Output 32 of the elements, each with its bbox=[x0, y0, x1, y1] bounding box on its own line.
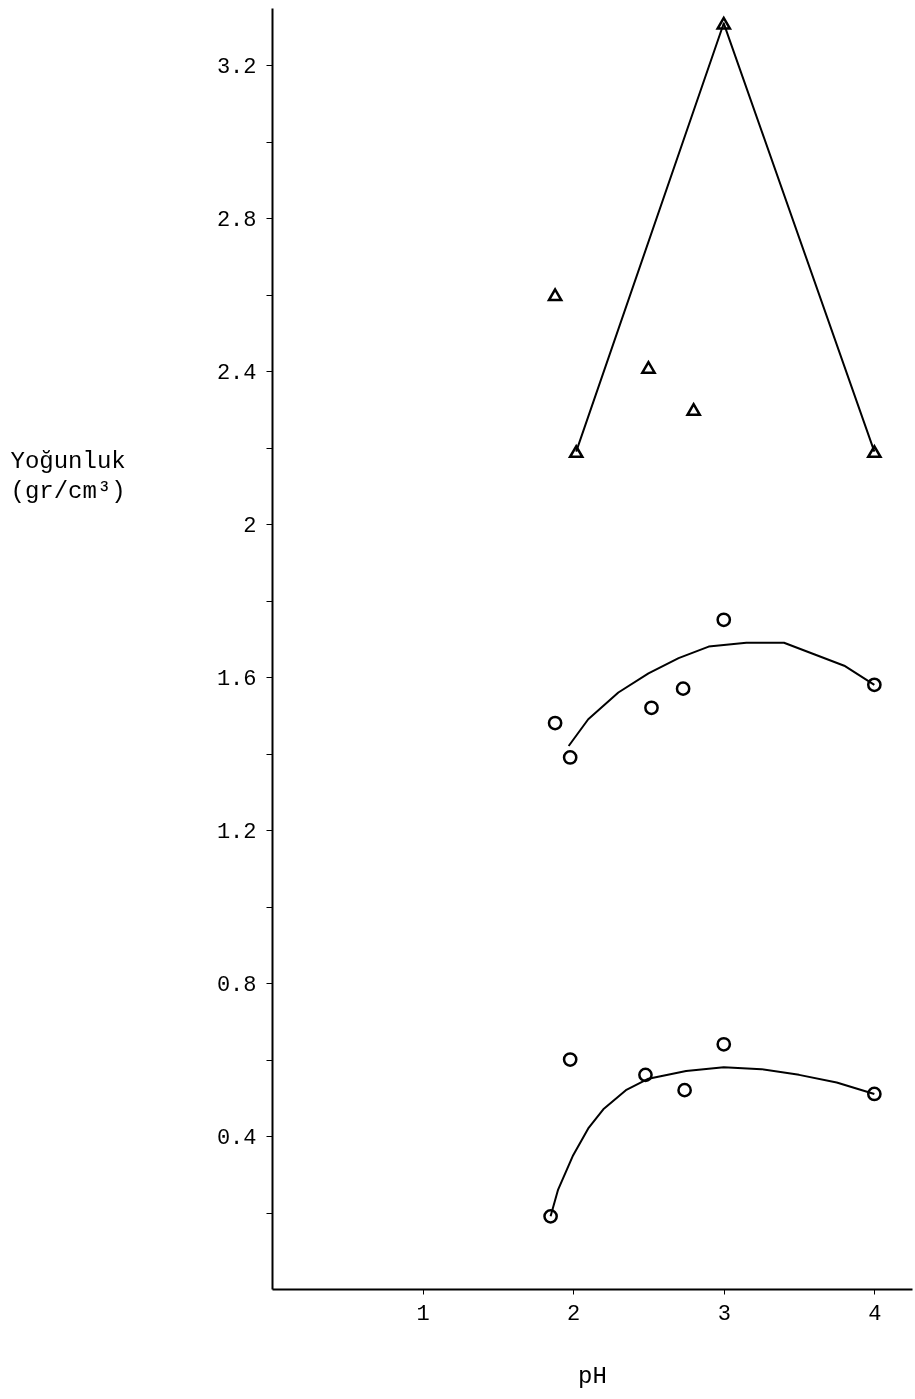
x-tick-label: 2 bbox=[567, 1301, 581, 1327]
x-tick-label: 4 bbox=[868, 1301, 882, 1327]
point bbox=[562, 1052, 578, 1067]
point bbox=[677, 1082, 692, 1098]
point bbox=[866, 445, 882, 459]
point bbox=[547, 288, 563, 302]
point bbox=[638, 1067, 653, 1083]
x-tick-label: 3 bbox=[717, 1301, 731, 1327]
y-tick-label: 0.8 bbox=[216, 972, 257, 998]
point bbox=[866, 677, 882, 693]
point bbox=[716, 16, 732, 30]
x-tick-label: 1 bbox=[416, 1301, 430, 1327]
y-tick-label: 1.6 bbox=[216, 666, 257, 692]
point bbox=[716, 1036, 732, 1052]
point bbox=[644, 700, 659, 716]
point bbox=[675, 681, 691, 697]
y-tick-label: 2.4 bbox=[216, 360, 257, 386]
point bbox=[547, 715, 563, 731]
point bbox=[641, 360, 656, 374]
point bbox=[686, 402, 702, 417]
y-tick-label: 2 bbox=[243, 513, 257, 539]
y-tick-label: 2.8 bbox=[216, 207, 257, 233]
y-tick-label: 0.4 bbox=[216, 1125, 257, 1151]
point bbox=[716, 612, 732, 628]
y-axis-title: Yoğunluk (gr/cm³) bbox=[10, 447, 126, 505]
point bbox=[543, 1208, 558, 1224]
point bbox=[562, 750, 578, 765]
point bbox=[568, 445, 584, 459]
y-tick-label: 3.2 bbox=[216, 54, 257, 80]
y-tick-label: 1.2 bbox=[216, 819, 257, 845]
x-axis-title: pH bbox=[578, 1362, 607, 1390]
point bbox=[866, 1086, 882, 1102]
